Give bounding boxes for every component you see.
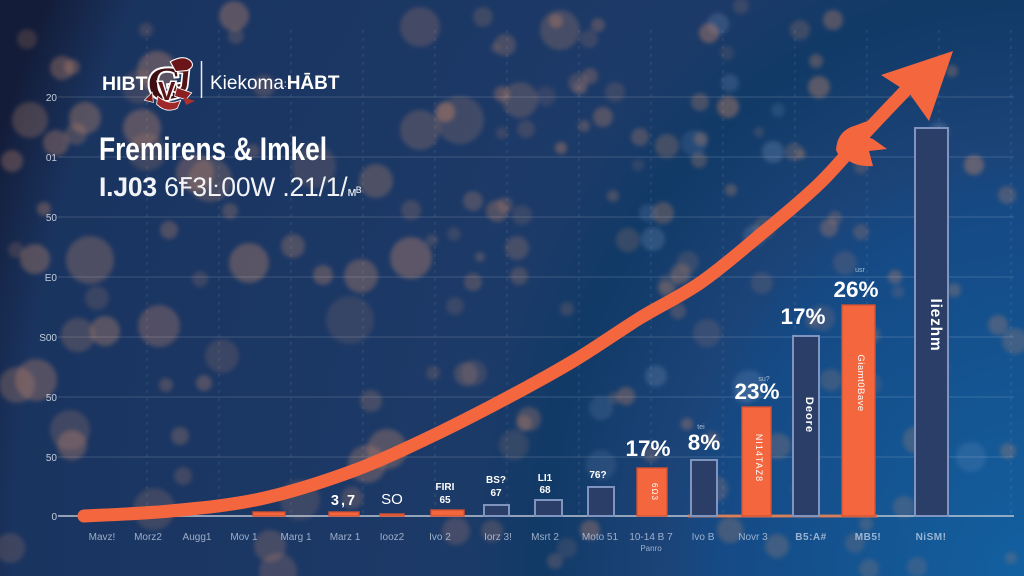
svg-text:Iooz2: Iooz2 [380, 532, 405, 543]
svg-text:NI14TAZ8: NI14TAZ8 [754, 434, 764, 482]
svg-text:Novr 3: Novr 3 [738, 532, 768, 543]
svg-text:Marz 1: Marz 1 [330, 532, 361, 543]
svg-text:Giamt0Bave: Giamt0Bave [855, 354, 866, 411]
svg-text:E0: E0 [45, 273, 58, 284]
svg-text:50: 50 [46, 393, 58, 404]
svg-text:Morz2: Morz2 [134, 532, 162, 543]
svg-text:Iiezhm: Iiezhm [927, 298, 944, 351]
svg-text:HIBT: HIBT [102, 73, 148, 95]
svg-text:Ivo 2: Ivo 2 [429, 532, 451, 543]
svg-text:26%: 26% [833, 277, 878, 302]
svg-text:23%: 23% [734, 379, 779, 404]
svg-text:Mavz!: Mavz! [89, 532, 116, 543]
svg-text:Kiekoma:HĀBT: Kiekoma:HĀBT [210, 73, 340, 94]
svg-text:Mov 1: Mov 1 [230, 532, 258, 543]
svg-text:su?: su? [758, 376, 769, 383]
svg-text:Iorz 3!: Iorz 3! [484, 532, 512, 543]
svg-text:usr: usr [855, 267, 865, 274]
svg-text:76?: 76? [589, 470, 606, 481]
svg-text:Moto 51: Moto 51 [582, 532, 619, 543]
svg-text:6Ω3: 6Ω3 [650, 483, 659, 501]
svg-text:Augg1: Augg1 [183, 532, 212, 543]
svg-text:17%: 17% [625, 436, 670, 461]
svg-text:SO: SO [381, 491, 403, 508]
svg-text:0: 0 [51, 512, 57, 523]
svg-text:Ivo B: Ivo B [692, 532, 715, 543]
svg-text:3,7: 3,7 [331, 493, 357, 509]
svg-text:BS?: BS? [486, 475, 506, 486]
svg-text:Msrt 2: Msrt 2 [531, 532, 559, 543]
svg-text:01: 01 [46, 153, 58, 164]
svg-text:67: 67 [490, 488, 502, 499]
svg-text:8%: 8% [688, 430, 721, 455]
svg-text:Deore: Deore [803, 397, 815, 433]
svg-text:Fremirens & Imkel: Fremirens & Imkel [99, 131, 327, 167]
svg-text:68: 68 [539, 485, 551, 496]
svg-text:I.J03 6Ꞙ3Ŀ00W .21/1/ᴍᴮ: I.J03 6Ꞙ3Ŀ00W .21/1/ᴍᴮ [99, 172, 362, 202]
svg-text:65: 65 [439, 495, 451, 506]
svg-text:tei: tei [697, 424, 705, 431]
svg-text:LI1: LI1 [538, 473, 553, 484]
svg-text:Marg 1: Marg 1 [280, 532, 312, 543]
svg-text:50: 50 [46, 453, 58, 464]
svg-text:MB5!: MB5! [855, 532, 881, 543]
svg-text:FIRI: FIRI [436, 482, 455, 493]
svg-text:Panro: Panro [640, 544, 662, 553]
svg-text:20: 20 [46, 93, 58, 104]
svg-text:NiSM!: NiSM! [916, 532, 947, 543]
svg-text:S00: S00 [39, 333, 57, 344]
svg-text:50: 50 [46, 213, 58, 224]
svg-text:10-14 B 7: 10-14 B 7 [629, 532, 673, 543]
svg-text:17%: 17% [780, 304, 825, 329]
svg-text:B5:A#: B5:A# [795, 532, 826, 543]
